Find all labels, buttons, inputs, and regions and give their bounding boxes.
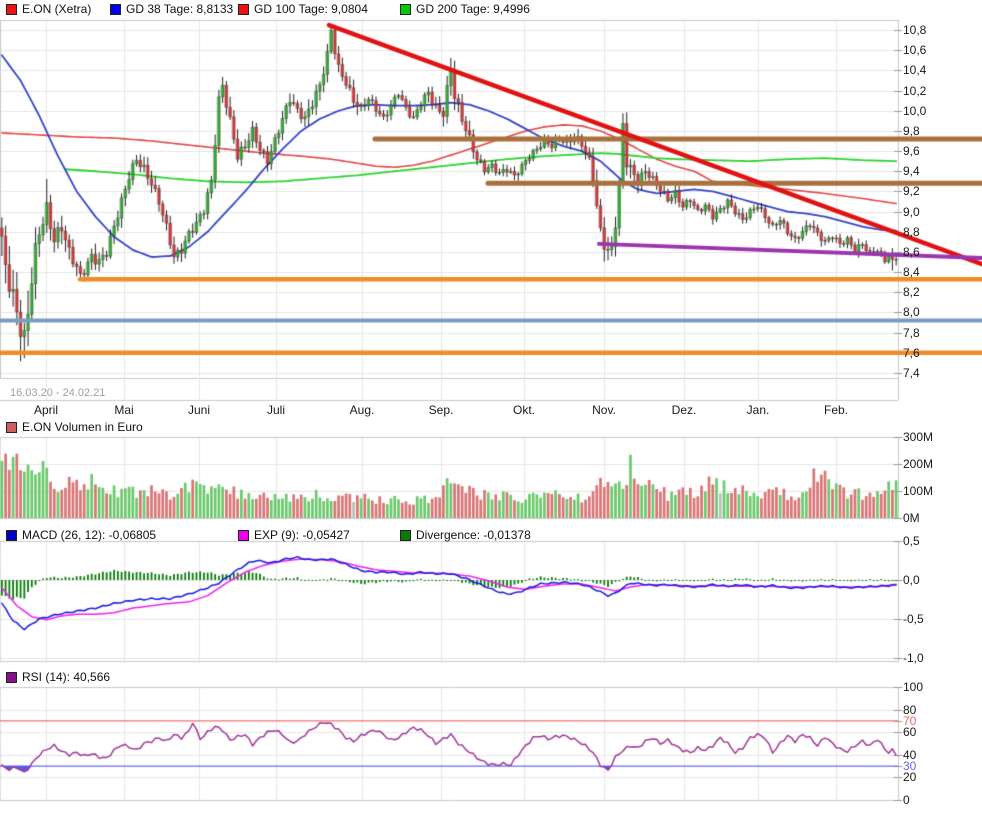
price-axis-tick-label: 8,6	[903, 245, 920, 259]
price-axis-tick-label: 9,6	[903, 144, 920, 158]
rsi-axis-tick-label: 100	[903, 680, 924, 694]
rsi-legend: RSI (14): 40,566	[0, 670, 982, 684]
price-axis-tick-label: 8,0	[903, 305, 920, 319]
month-axis-label: Nov.	[592, 403, 616, 417]
month-axis-label: Feb.	[823, 403, 849, 417]
legend-item-gd200: GD 200 Tage: 9,4996	[400, 2, 530, 16]
price-axis-tick-label: 9,8	[903, 124, 920, 138]
month-axis-label: Mai	[114, 403, 134, 417]
legend-item-gd38: GD 38 Tage: 8,8133	[110, 2, 233, 16]
price-axis-tick-label: 9,2	[903, 184, 920, 198]
instrument-color-swatch	[6, 3, 17, 15]
month-axis-label: Dez.	[671, 403, 697, 417]
rsi-axis-tick-label: 80	[903, 703, 917, 717]
legend-item-label: GD 100 Tage: 9,0804	[254, 2, 368, 16]
volume-color-swatch	[6, 421, 17, 433]
legend-item-divergence: Divergence: -0,01378	[400, 528, 531, 542]
date-range-label: 16.03.20 - 24.02.21	[10, 387, 106, 399]
rsi-axis-tick-label: 20	[903, 770, 917, 784]
legend-item-label: E.ON Volumen in Euro	[22, 420, 143, 434]
legend-item-label: RSI (14): 40,566	[22, 670, 111, 684]
price-axis-tick-label: 8,8	[903, 225, 920, 239]
price-axis-tick-label: 7,4	[903, 366, 920, 380]
month-axis-label: Jan.	[746, 403, 770, 417]
macd-color-swatch	[6, 529, 17, 541]
price-axis-tick-label: 8,4	[903, 265, 920, 279]
price-axis-tick-label: 9,0	[903, 205, 920, 219]
volume-axis-tick-label: 300M	[903, 430, 934, 444]
legend-item-rsi: RSI (14): 40,566	[6, 670, 110, 684]
legend-item-exp: EXP (9): -0,05427	[238, 528, 350, 542]
divergence-color-swatch	[400, 529, 411, 541]
volume-axis-tick-label: 100M	[903, 484, 934, 498]
price-axis-tick-label: 9,4	[903, 164, 920, 178]
price-axis-tick-label: 10,8	[903, 23, 927, 37]
macd-legend: MACD (26, 12): -0,06805 EXP (9): -0,0542…	[0, 528, 982, 542]
price-axis-tick-label: 10,6	[903, 43, 927, 57]
gd200-color-swatch	[400, 3, 411, 15]
volume-axis-tick-label: 0M	[903, 511, 920, 525]
volume-axis-tick-label: 200M	[903, 457, 934, 471]
legend-item-label: E.ON (Xetra)	[22, 2, 92, 16]
legend-item-instrument: E.ON (Xetra)	[6, 2, 91, 16]
price-axis-tick-label: 10,0	[903, 104, 927, 118]
gd38-color-swatch	[110, 3, 121, 15]
legend-item-label: EXP (9): -0,05427	[254, 528, 350, 542]
price-axis-tick-label: 8,2	[903, 285, 920, 299]
gd100-color-swatch	[238, 3, 249, 15]
month-axis-label: Juli	[266, 403, 286, 417]
rsi-axis-tick-label: 30	[903, 759, 917, 773]
volume-legend: E.ON Volumen in Euro	[0, 420, 982, 434]
price-axis-tick-label: 10,4	[903, 63, 927, 77]
exp-color-swatch	[238, 529, 249, 541]
legend-item-macd: MACD (26, 12): -0,06805	[6, 528, 156, 542]
rsi-axis-tick-label: 70	[903, 714, 917, 728]
price-legend: E.ON (Xetra) GD 38 Tage: 8,8133 GD 100 T…	[0, 2, 982, 16]
price-axis-tick-label: 7,6	[903, 346, 920, 360]
month-axis-label: Sep.	[428, 403, 454, 417]
legend-item-label: MACD (26, 12): -0,06805	[22, 528, 157, 542]
legend-item-label: Divergence: -0,01378	[416, 528, 531, 542]
price-axis-tick-label: 10,2	[903, 84, 927, 98]
macd-axis-tick-label: -0,5	[903, 612, 924, 626]
month-axis-label: April	[33, 403, 59, 417]
rsi-axis-tick-label: 40	[903, 748, 917, 762]
month-axis-label: Okt.	[512, 403, 536, 417]
macd-axis-tick-label: 0,5	[903, 534, 920, 548]
rsi-axis-tick-label: 0	[903, 793, 910, 807]
legend-item-gd100: GD 100 Tage: 9,0804	[238, 2, 368, 16]
legend-item-label: GD 38 Tage: 8,8133	[126, 2, 234, 16]
month-axis-label: Juni	[187, 403, 211, 417]
legend-item-volume: E.ON Volumen in Euro	[6, 420, 143, 434]
price-axis-tick-label: 7,8	[903, 326, 920, 340]
legend-item-label: GD 200 Tage: 9,4996	[416, 2, 530, 16]
macd-axis-tick-label: 0,0	[903, 573, 920, 587]
macd-axis-tick-label: -1,0	[903, 651, 924, 665]
rsi-axis-tick-label: 60	[903, 725, 917, 739]
month-axis-label: Aug.	[349, 403, 375, 417]
rsi-color-swatch	[6, 671, 17, 683]
